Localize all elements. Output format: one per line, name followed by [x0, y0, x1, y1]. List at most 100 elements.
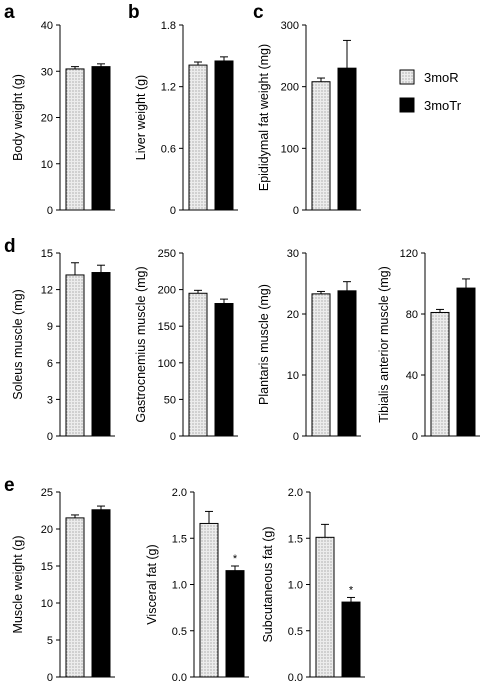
y-tick-label: 12 [41, 285, 53, 297]
y-tick-label: 300 [281, 20, 299, 32]
y-tick-label: 200 [158, 285, 176, 297]
bar-3mor [315, 536, 335, 678]
y-tick-label: 0 [47, 431, 53, 443]
y-axis-title: Liver weight (g) [134, 75, 148, 160]
panel-letter: a [4, 2, 15, 23]
bar-3mor [65, 517, 85, 678]
y-tick-label: 30 [41, 66, 53, 78]
y-tick-label: 10 [287, 370, 299, 382]
y-tick-label: 20 [287, 309, 299, 321]
bar-3mor [311, 293, 331, 437]
bar-3motr [214, 60, 234, 211]
y-tick-label: 2.0 [288, 487, 303, 499]
bar-3mor [188, 64, 208, 211]
y-axis-title: Visceral fat (g) [145, 544, 159, 624]
panel-8: e 0 5 10 15 20 25 Muscle weight (g) [4, 475, 115, 684]
y-tick-label: 120 [400, 248, 418, 260]
panel-4: d 0 3 6 9 12 15 Soleus muscle (mg) [4, 236, 115, 443]
panel-letter: e [4, 475, 15, 496]
y-tick-label: 25 [41, 487, 53, 499]
bar-3mor [65, 274, 85, 437]
y-tick-label: 0.0 [172, 672, 187, 684]
y-axis-title: Epididymal fat weight (mg) [257, 44, 271, 191]
panel-9: 0.0 0.5 1.0 1.5 2.0 Visceral fat (g) * [145, 487, 249, 684]
legend-swatch-3motr [399, 97, 415, 113]
y-tick-label: 1.0 [172, 580, 187, 592]
y-tick-label: 250 [158, 248, 176, 260]
bar-3motr [225, 570, 245, 678]
y-tick-label: 40 [406, 370, 418, 382]
panel-5: 0 50 100 150 200 250 Gastrocnemius muscle (mg) [134, 248, 238, 443]
panel-7: 0 40 80 120 Tibialis anterior muscle (mg) [377, 248, 480, 443]
bar-3motr [91, 272, 111, 437]
y-tick-label: 20 [41, 113, 53, 125]
y-axis-title: Subcutaneous fat (g) [261, 526, 275, 642]
y-tick-label: 1.5 [288, 533, 303, 545]
panel-2: b 0 0.6 1.2 1.8 Liver weight (g) [128, 2, 238, 217]
y-tick-label: 0.5 [288, 626, 303, 638]
y-tick-label: 1.2 [161, 82, 176, 94]
bar-3motr [337, 290, 357, 437]
y-tick-label: 0 [293, 431, 299, 443]
y-tick-label: 3 [47, 394, 53, 406]
bar-3mor [188, 292, 208, 437]
panel-3: c 0 100 200 300 Epididymal fat weight (mg) [253, 2, 361, 217]
y-tick-label: 0.6 [161, 143, 176, 155]
legend-label-3mor: 3moR [424, 70, 459, 85]
y-tick-label: 15 [41, 561, 53, 573]
bar-3motr [91, 66, 111, 211]
y-axis-title: Gastrocnemius muscle (mg) [134, 266, 148, 422]
panel-letter: c [253, 2, 264, 23]
y-axis-title: Plantaris muscle (mg) [257, 284, 271, 405]
y-tick-label: 1.5 [172, 533, 187, 545]
y-tick-label: 100 [281, 143, 299, 155]
y-tick-label: 40 [41, 20, 53, 32]
y-tick-label: 80 [406, 309, 418, 321]
y-tick-label: 100 [158, 358, 176, 370]
panel-letter: b [128, 2, 140, 23]
panel-10: 0.0 0.5 1.0 1.5 2.0 Subcutaneous fat (g) * [261, 487, 365, 684]
y-tick-label: 1.0 [288, 580, 303, 592]
bar-3mor [311, 81, 331, 211]
y-tick-label: 0 [293, 205, 299, 217]
y-tick-label: 0.0 [288, 672, 303, 684]
y-tick-label: 50 [164, 394, 176, 406]
y-axis-title: Soleus muscle (mg) [11, 289, 25, 399]
y-tick-label: 150 [158, 321, 176, 333]
panel-letter: d [4, 236, 16, 257]
legend-label-3motr: 3moTr [424, 98, 462, 113]
panel-1: a 0 10 20 30 40 Body weight (g) [4, 2, 115, 217]
y-tick-label: 0 [170, 205, 176, 217]
significance-marker: * [349, 584, 354, 596]
bar-3mor [430, 311, 450, 437]
bar-3motr [337, 67, 357, 211]
y-tick-label: 20 [41, 524, 53, 536]
y-tick-label: 10 [41, 159, 53, 171]
y-tick-label: 0 [47, 205, 53, 217]
significance-marker: * [233, 553, 238, 565]
y-axis-title: Muscle weight (g) [11, 536, 25, 634]
bar-3motr [214, 303, 234, 437]
legend-swatch-3mor [399, 69, 415, 85]
legend: 3moR 3moTr [399, 69, 462, 113]
y-tick-label: 5 [47, 635, 53, 647]
bar-3mor [65, 68, 85, 211]
y-axis-title: Body weight (g) [11, 74, 25, 161]
panel-6: 0 10 20 30 Plantaris muscle (mg) [257, 248, 361, 443]
y-tick-label: 30 [287, 248, 299, 260]
y-tick-label: 2.0 [172, 487, 187, 499]
y-tick-label: 0.5 [172, 626, 187, 638]
bar-3motr [91, 509, 111, 678]
y-tick-label: 6 [47, 358, 53, 370]
y-tick-label: 0 [412, 431, 418, 443]
y-tick-label: 10 [41, 598, 53, 610]
y-tick-label: 200 [281, 82, 299, 94]
y-tick-label: 1.8 [161, 20, 176, 32]
y-tick-label: 0 [47, 672, 53, 684]
bar-3mor [199, 522, 219, 678]
y-tick-label: 15 [41, 248, 53, 260]
y-axis-title: Tibialis anterior muscle (mg) [377, 266, 391, 423]
bar-3motr [456, 287, 476, 437]
bar-3motr [341, 601, 361, 678]
